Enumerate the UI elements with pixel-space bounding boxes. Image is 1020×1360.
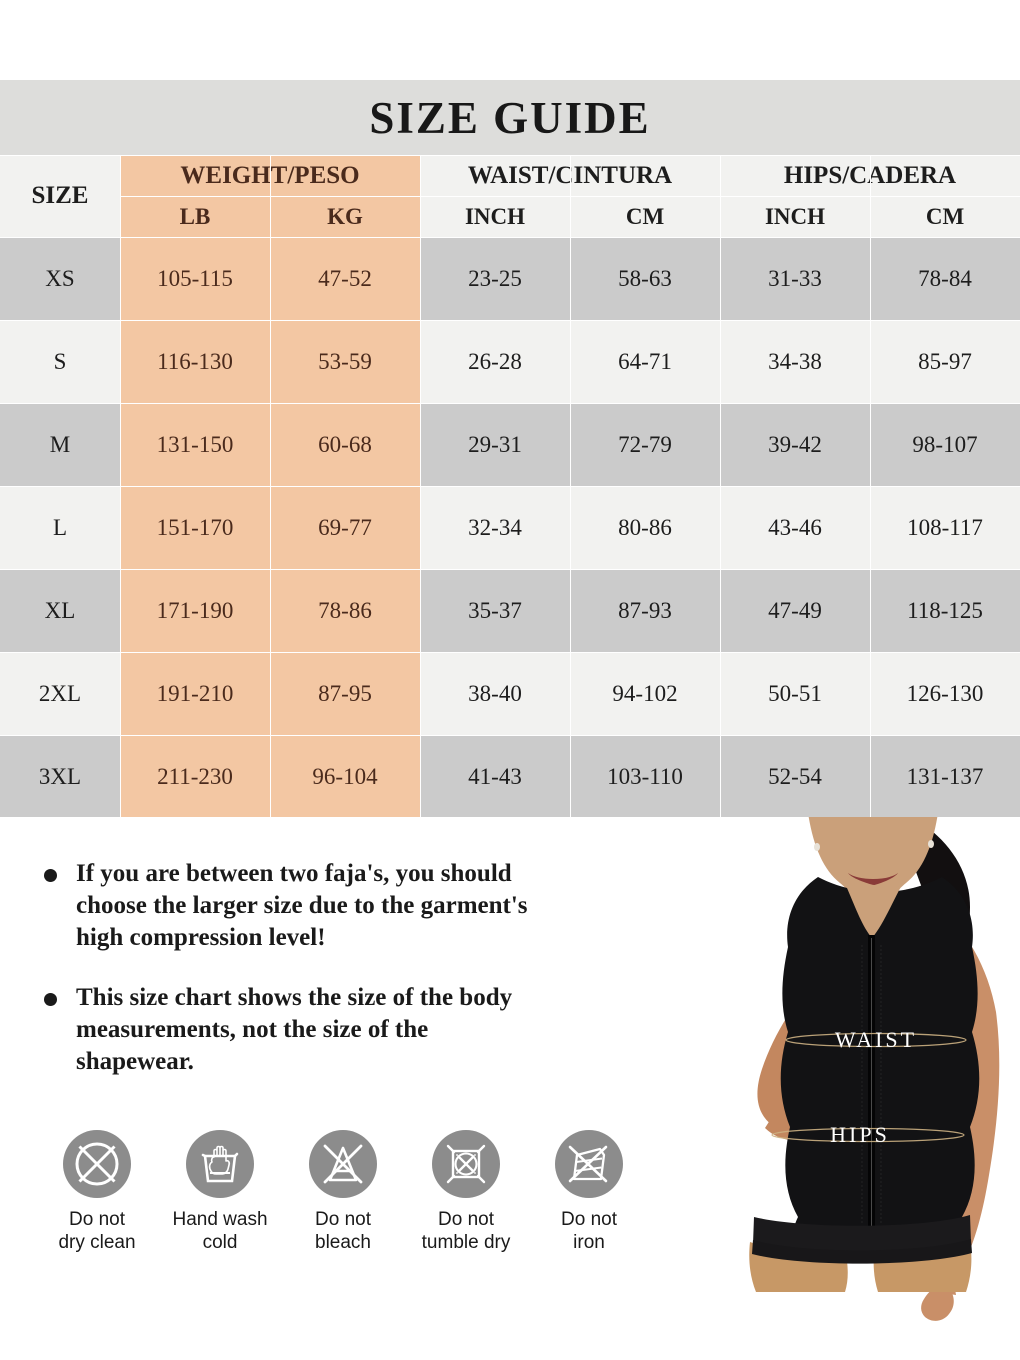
svg-text:HIPS: HIPS [830, 1122, 890, 1147]
svg-text:WAIST: WAIST [835, 1027, 917, 1052]
